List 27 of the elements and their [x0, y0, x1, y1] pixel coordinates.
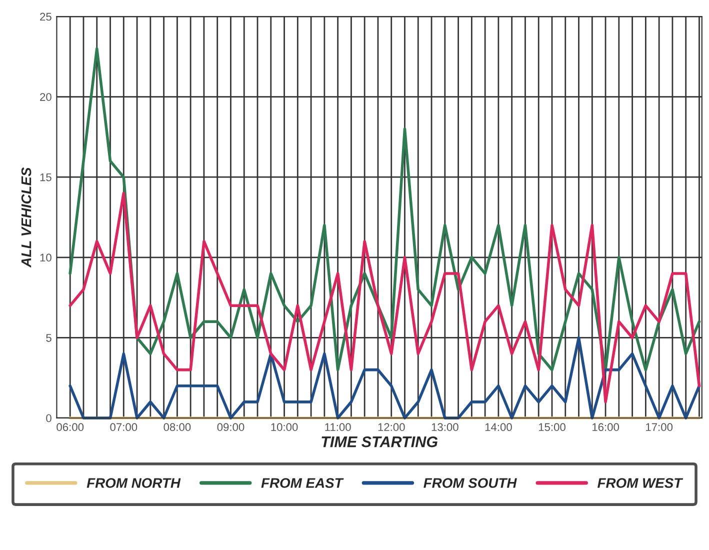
y-tick-label: 15 — [40, 173, 52, 182]
x-tick-label: 10:00 — [271, 423, 298, 432]
x-tick-label: 16:00 — [592, 423, 619, 432]
line-series — [68, 192, 701, 404]
x-tick-label: 12:00 — [378, 423, 405, 432]
line-series — [68, 47, 701, 372]
y-tick-label: 0 — [46, 414, 52, 422]
x-tick-label: 13:00 — [432, 423, 458, 432]
x-tick-label: 08:00 — [164, 423, 191, 432]
x-tick-label: 14:00 — [485, 423, 512, 432]
y-tick-label: 10 — [40, 254, 52, 262]
line-series — [68, 336, 701, 420]
legend-label: FROM WEST — [598, 478, 684, 488]
x-axis-title: TIME STARTING — [322, 436, 438, 448]
x-tick-label: 15:00 — [538, 423, 566, 432]
legend-label: FROM NORTH — [86, 478, 181, 488]
x-tick-label: 09:00 — [217, 423, 244, 432]
y-tick-label: 5 — [46, 334, 52, 342]
y-tick-label: 25 — [40, 12, 52, 21]
legend-label: FROM SOUTH — [424, 478, 517, 488]
y-axis-title: ALL VEHICLES — [21, 167, 32, 268]
legend-label: FROM EAST — [261, 478, 344, 488]
y-tick-label: 20 — [40, 93, 52, 101]
x-tick-label: 07:00 — [110, 423, 138, 432]
x-tick-label: 11:00 — [325, 423, 351, 432]
x-tick-label: 17:00 — [646, 423, 673, 432]
x-tick-label: 06:00 — [56, 423, 84, 432]
